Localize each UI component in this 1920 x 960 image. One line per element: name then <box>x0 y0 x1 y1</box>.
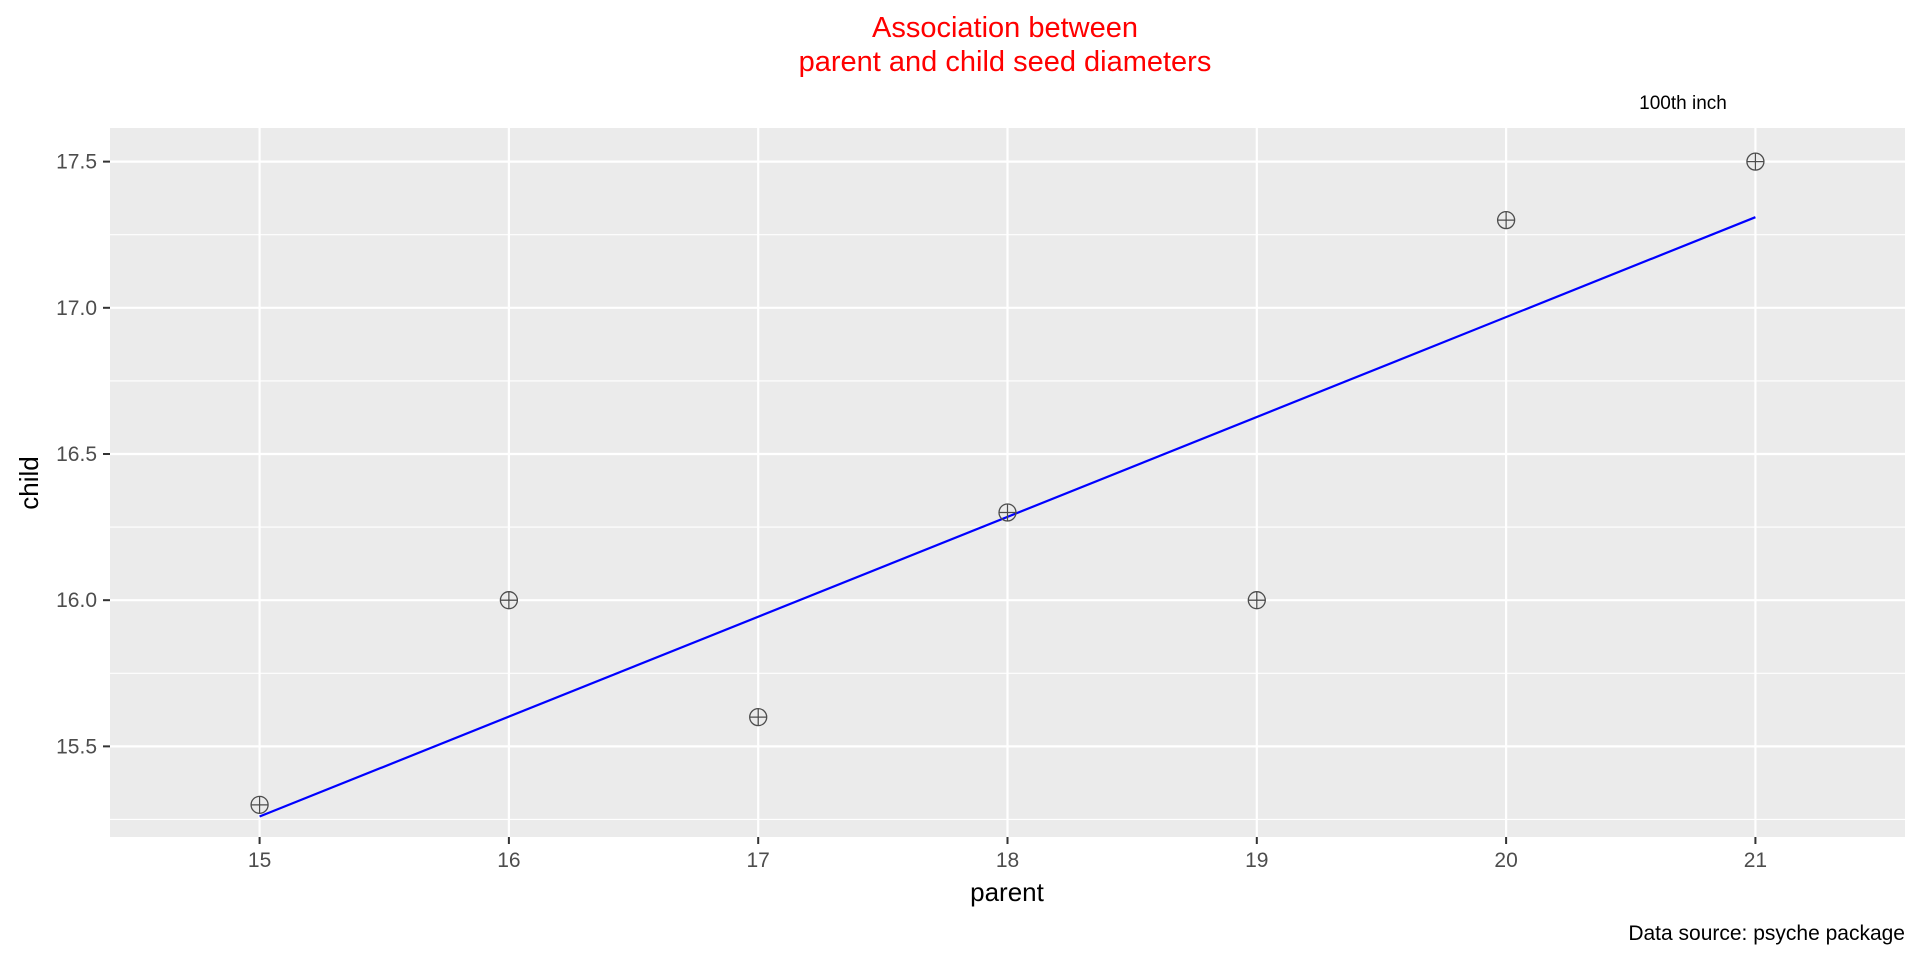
y-tick-label: 15.5 <box>56 735 97 758</box>
x-tick-label: 21 <box>1744 849 1767 872</box>
x-tick-label: 19 <box>1245 849 1268 872</box>
data-point <box>1247 591 1266 610</box>
data-point <box>749 707 768 727</box>
data-point <box>998 503 1017 522</box>
y-axis: 15.5 16.0 16.5 17.0 17.5 <box>56 151 110 758</box>
x-tick-label: 17 <box>747 849 770 872</box>
x-axis: 15 16 17 18 19 20 21 <box>248 837 1767 872</box>
x-tick-label: 20 <box>1494 849 1517 872</box>
unit-annotation: 100th inch <box>1639 93 1727 114</box>
data-point <box>1746 152 1765 171</box>
y-tick-label: 16.5 <box>56 443 97 466</box>
x-tick-label: 15 <box>248 849 271 872</box>
y-tick-label: 17.5 <box>56 151 97 174</box>
y-axis-title: child <box>14 456 44 509</box>
x-tick-label: 18 <box>996 849 1019 872</box>
data-source-caption: Data source: psyche package <box>1628 922 1905 945</box>
data-point <box>250 795 269 814</box>
x-tick-label: 16 <box>497 849 520 872</box>
y-tick-label: 16.0 <box>56 589 97 612</box>
data-point <box>499 591 519 610</box>
major-gridlines <box>110 128 1905 837</box>
x-axis-title: parent <box>970 877 1044 907</box>
data-point <box>1496 210 1516 230</box>
chart-title-line-2: parent and child seed diameters <box>799 46 1212 78</box>
chart-title-line-1: Association between <box>872 12 1138 44</box>
points-layer <box>250 152 1765 814</box>
y-tick-label: 17.0 <box>56 297 97 320</box>
